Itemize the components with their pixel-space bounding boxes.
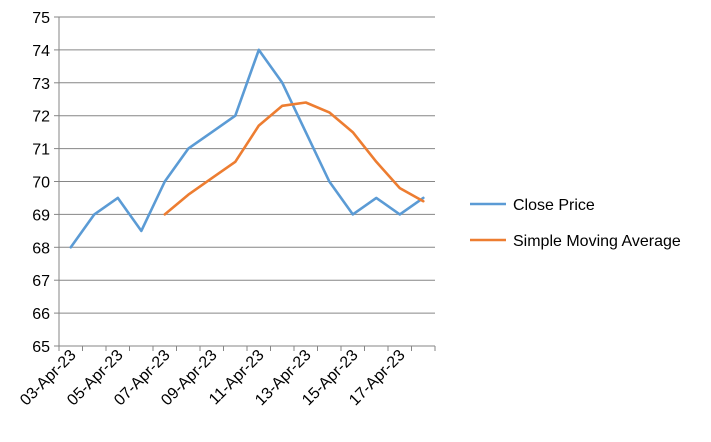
- y-tick-label: 71: [32, 142, 50, 159]
- legend: Close Price Simple Moving Average: [470, 197, 681, 250]
- series-line-1: [163, 101, 425, 216]
- series-line-0: [69, 48, 425, 249]
- gridlines: [59, 16, 435, 314]
- y-tick-label: 69: [32, 207, 50, 224]
- y-tick-label: 70: [32, 175, 50, 192]
- y-tick-label: 74: [32, 43, 50, 60]
- y-tick-label: 73: [32, 76, 50, 93]
- y-tick-label: 72: [32, 109, 50, 126]
- y-tick-label: 75: [32, 10, 50, 27]
- y-tick-label: 65: [32, 339, 50, 356]
- y-tick-label: 67: [32, 273, 50, 290]
- legend-label-1: Simple Moving Average: [513, 233, 681, 250]
- series-lines: [69, 48, 425, 249]
- x-tick-labels: 03-Apr-2305-Apr-2307-Apr-2309-Apr-2311-A…: [17, 347, 408, 409]
- legend-label-0: Close Price: [513, 197, 595, 214]
- axes: [54, 16, 436, 351]
- y-tick-labels: 65 66 67 68 69 70 71 72 73 74 75: [32, 10, 50, 356]
- y-tick-label: 68: [32, 240, 50, 257]
- y-tick-label: 66: [32, 306, 50, 323]
